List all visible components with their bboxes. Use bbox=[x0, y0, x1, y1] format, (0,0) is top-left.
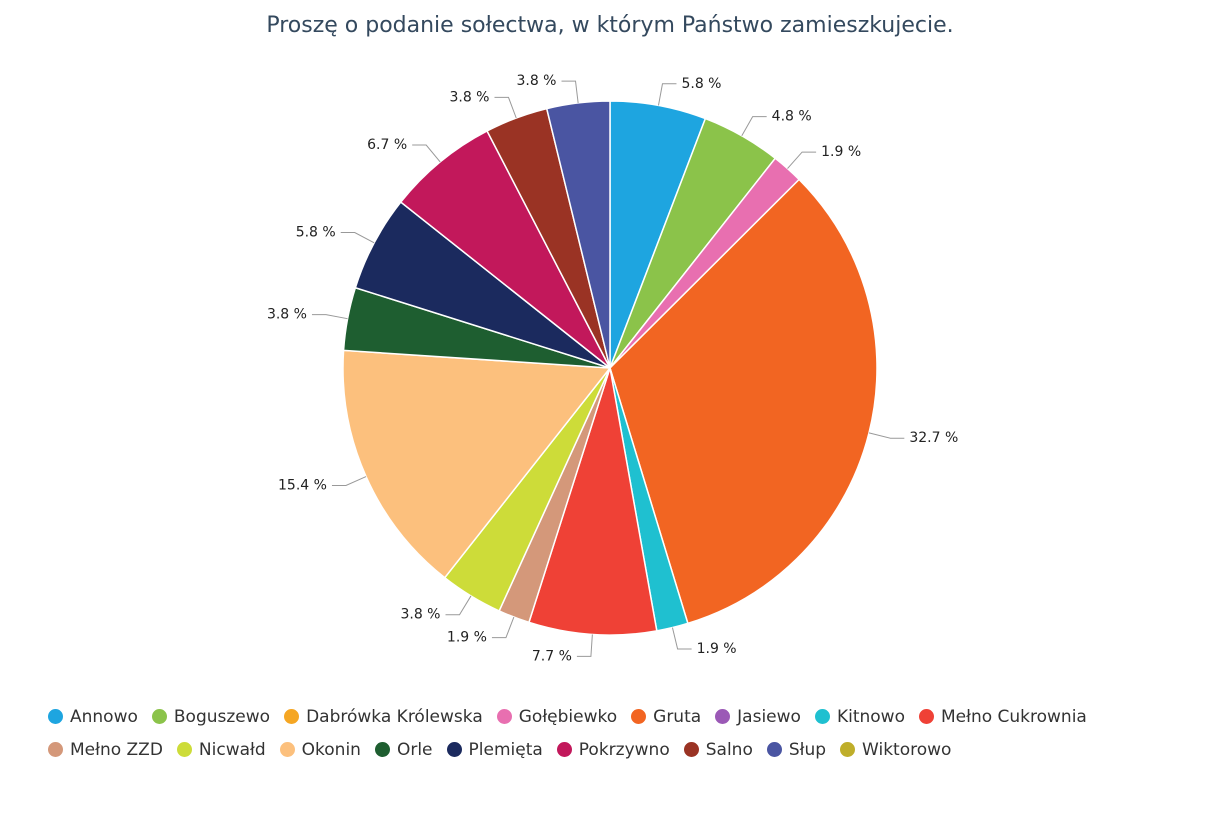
leader-line bbox=[657, 83, 677, 106]
legend-label: Kitnowo bbox=[836, 706, 905, 727]
legend-marker bbox=[284, 709, 300, 724]
legend-marker bbox=[279, 742, 295, 757]
pie-slice bbox=[609, 178, 878, 625]
legend-marker bbox=[151, 709, 167, 724]
legend-label: Annowo bbox=[70, 706, 138, 727]
legend-marker bbox=[446, 742, 462, 757]
leader-line bbox=[340, 232, 375, 244]
legend-marker bbox=[840, 742, 856, 757]
legend-item: Nicwałd bbox=[176, 733, 266, 766]
legend-label: Jasiewo bbox=[737, 706, 801, 727]
legend-item: Orle bbox=[374, 733, 433, 766]
data-label: 15.4 % bbox=[278, 477, 327, 493]
data-label: 3.8 % bbox=[267, 307, 307, 323]
legend-item: Wiktorowo bbox=[840, 733, 951, 766]
legend-item: Okonin bbox=[279, 733, 361, 766]
legend-label: Gołębiewko bbox=[518, 706, 618, 727]
pie-slice bbox=[399, 129, 611, 369]
data-label: 1.9 % bbox=[697, 641, 737, 657]
legend-item: Plemięta bbox=[446, 733, 543, 766]
legend-item: Mełno ZZD bbox=[48, 733, 163, 766]
leader-line bbox=[868, 432, 905, 439]
data-label: 3.8 % bbox=[516, 73, 556, 89]
leader-line bbox=[412, 144, 441, 163]
data-label: 32.7 % bbox=[909, 430, 958, 446]
legend-label: Nicwałd bbox=[198, 739, 266, 760]
legend-marker bbox=[814, 709, 830, 724]
data-label: 7.7 % bbox=[532, 648, 572, 664]
legend-marker bbox=[683, 742, 699, 757]
leader-line bbox=[561, 80, 579, 103]
data-label: 5.8 % bbox=[681, 76, 721, 92]
legend-item: Jasiewo bbox=[715, 700, 801, 733]
legend-item: Salno bbox=[683, 733, 753, 766]
leader-line bbox=[787, 151, 817, 169]
legend-item: Kitnowo bbox=[814, 700, 905, 733]
legend-label: Okonin bbox=[301, 739, 361, 760]
legend-item: Annowo bbox=[48, 700, 138, 733]
legend-marker bbox=[918, 709, 934, 724]
legend-marker bbox=[176, 742, 192, 757]
data-label: 3.8 % bbox=[400, 607, 440, 623]
leader-line bbox=[741, 116, 767, 137]
legend-label: Orle bbox=[396, 739, 433, 760]
legend-label: Gruta bbox=[653, 706, 702, 727]
legend-item: Słup bbox=[766, 733, 827, 766]
legend-marker bbox=[496, 709, 512, 724]
leader-line bbox=[671, 627, 692, 650]
leader-line bbox=[331, 476, 367, 486]
data-label: 5.8 % bbox=[296, 225, 336, 241]
legend-marker bbox=[556, 742, 572, 757]
leader-line bbox=[445, 595, 472, 616]
legend-marker bbox=[48, 709, 63, 724]
legend-label: Pokrzywno bbox=[578, 739, 670, 760]
pie-slice bbox=[545, 100, 611, 369]
legend-item: Gruta bbox=[631, 700, 701, 733]
legend-label: Mełno Cukrownia bbox=[940, 706, 1087, 727]
leader-line bbox=[576, 634, 593, 657]
data-label: 6.7 % bbox=[367, 137, 407, 153]
legend-label: Boguszewo bbox=[173, 706, 271, 727]
legend-label: Plemięta bbox=[468, 739, 543, 760]
data-label: 4.8 % bbox=[772, 109, 812, 125]
leader-line bbox=[491, 616, 515, 639]
legend-label: Salno bbox=[705, 739, 753, 760]
data-label: 1.9 % bbox=[447, 630, 487, 646]
legend: Annowo Boguszewo Dabrówka Królewska Gołębie… bbox=[48, 700, 1178, 766]
legend-label: Wiktorowo bbox=[862, 739, 952, 760]
legend-marker bbox=[48, 742, 63, 757]
legend-marker bbox=[766, 742, 782, 757]
leader-line bbox=[494, 96, 517, 119]
legend-item: Boguszewo bbox=[151, 700, 271, 733]
data-label: 1.9 % bbox=[821, 144, 861, 160]
leader-line bbox=[311, 314, 348, 320]
legend-item: Dabrówka Królewska bbox=[284, 700, 483, 733]
legend-marker bbox=[631, 709, 647, 724]
legend-item: Mełno Cukrownia bbox=[918, 700, 1087, 733]
chart: Proszę o podanie sołectwa, w którym Pańs… bbox=[266, 13, 958, 664]
legend-marker bbox=[715, 709, 731, 724]
legend-label: Dabrówka Królewska bbox=[306, 706, 483, 727]
legend-marker bbox=[374, 742, 390, 757]
data-label: 3.8 % bbox=[449, 89, 489, 105]
chart-title: Proszę o podanie sołectwa, w którym Pańs… bbox=[266, 13, 953, 38]
legend-item: Gołębiewko bbox=[496, 700, 618, 733]
legend-item: Pokrzywno bbox=[556, 733, 670, 766]
legend-label: Słup bbox=[788, 739, 827, 760]
legend-label: Mełno ZZD bbox=[70, 739, 163, 760]
